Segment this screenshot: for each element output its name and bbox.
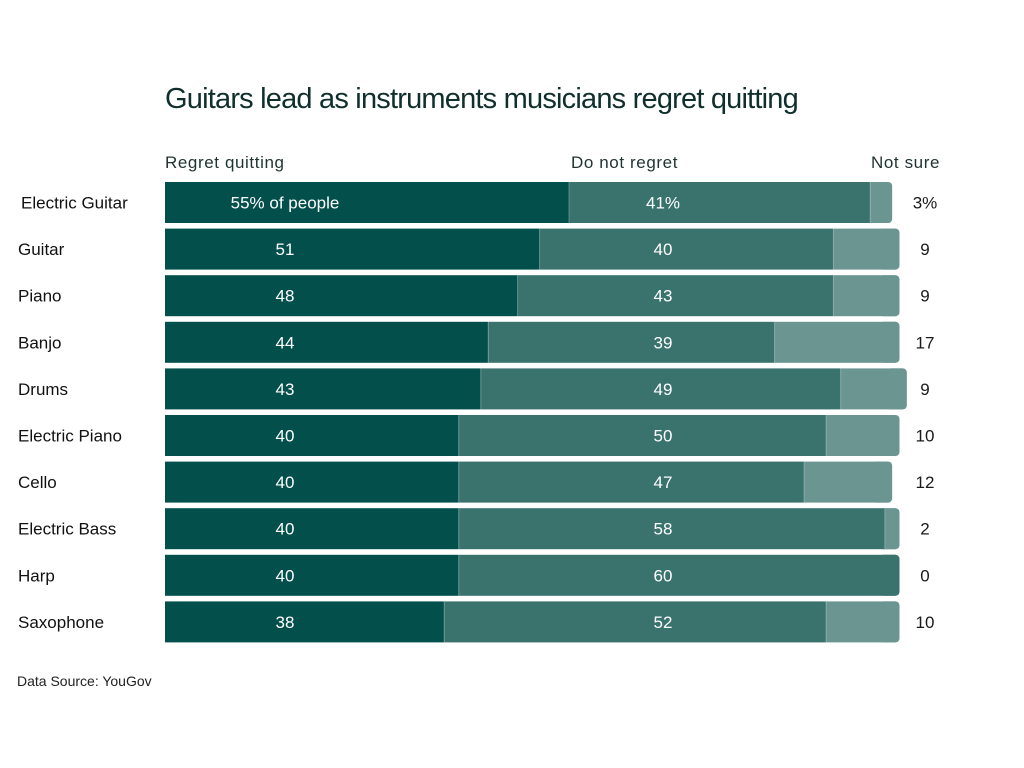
bar-segment-2 — [833, 275, 896, 317]
legend-not-sure: Not sure — [871, 153, 940, 172]
data-label: 40 — [276, 473, 295, 492]
category-label: Saxophone — [18, 613, 104, 632]
bar-segment-1 — [458, 554, 896, 596]
data-label: 44 — [276, 333, 295, 352]
category-label: Cello — [18, 473, 57, 492]
category-label: Piano — [18, 287, 61, 306]
data-label: 55% of people — [231, 194, 340, 213]
bar-segment-0 — [165, 228, 540, 270]
bar-segment-2 — [833, 228, 896, 270]
bar-segment-1 — [458, 508, 885, 550]
chart-title: Guitars lead as instruments musicians re… — [165, 83, 798, 115]
data-label: 52 — [654, 613, 673, 632]
data-label: 50 — [654, 427, 673, 446]
data-label: 2 — [920, 520, 929, 539]
category-label: Banjo — [18, 333, 61, 352]
data-label: 9 — [920, 380, 929, 399]
bar-segment-0 — [165, 554, 459, 596]
bar-segment-0 — [165, 368, 481, 410]
bar-segment-1 — [458, 415, 827, 456]
category-label: Electric Bass — [18, 520, 116, 539]
bar-segment-2 — [826, 601, 896, 643]
data-label: 3% — [913, 194, 938, 213]
data-label: 39 — [654, 333, 673, 352]
bar-segment-0 — [165, 461, 459, 503]
legend-regret: Regret quitting — [165, 153, 285, 172]
data-label: 10 — [916, 613, 935, 632]
bar-segment-1 — [480, 368, 841, 410]
data-label: 0 — [920, 566, 929, 585]
data-label: 48 — [276, 287, 295, 306]
bar-segment-0 — [165, 415, 459, 456]
data-label: 60 — [654, 566, 673, 585]
data-label: 17 — [916, 333, 935, 352]
data-label: 40 — [276, 427, 295, 446]
data-label: 58 — [654, 520, 673, 539]
bar-segment-2 — [870, 182, 889, 223]
data-label: 9 — [920, 287, 929, 306]
category-label: Guitar — [18, 240, 65, 259]
data-label: 12 — [916, 473, 935, 492]
bar-segment-1 — [488, 321, 775, 363]
bar-segment-2 — [804, 461, 889, 503]
category-label: Harp — [18, 566, 55, 585]
bar-segment-0 — [165, 275, 518, 317]
category-label: Electric Piano — [18, 427, 122, 446]
bar-segment-0 — [165, 182, 569, 223]
data-label: 38 — [276, 613, 295, 632]
bar-segment-2 — [774, 321, 896, 363]
data-label: 10 — [916, 427, 935, 446]
bar-segment-2 — [884, 508, 896, 550]
bar-segment-1 — [539, 228, 834, 270]
legend-do-not-regret: Do not regret — [571, 153, 678, 172]
bar-segment-0 — [165, 601, 445, 643]
bar-segment-0 — [165, 321, 489, 363]
data-label: 49 — [654, 380, 673, 399]
data-label: 40 — [276, 566, 295, 585]
bar-segment-1 — [458, 461, 805, 503]
data-label: 9 — [920, 240, 929, 259]
data-label: 40 — [276, 520, 295, 539]
data-source: Data Source: YouGov — [17, 673, 152, 689]
category-label: Electric Guitar — [21, 194, 128, 213]
bar-segment-1 — [444, 601, 827, 643]
bar-segment-1 — [517, 275, 834, 317]
bar-segment-1 — [568, 182, 871, 223]
data-label: 47 — [654, 473, 673, 492]
data-label: 41% — [646, 194, 680, 213]
category-label: Drums — [18, 380, 68, 399]
bar-segment-2 — [840, 368, 903, 410]
data-label: 40 — [654, 240, 673, 259]
bar-segment-0 — [165, 508, 459, 550]
bar-segment-2 — [826, 415, 896, 456]
data-label: 43 — [276, 380, 295, 399]
data-label: 43 — [654, 287, 673, 306]
data-label: 51 — [276, 240, 295, 259]
